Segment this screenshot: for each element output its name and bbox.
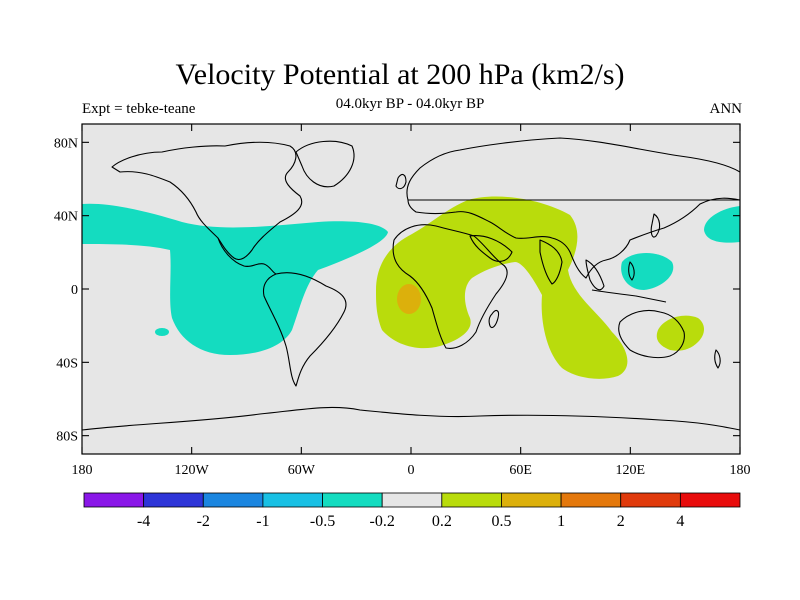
colorbar-label: -0.2 xyxy=(370,513,395,530)
x-tick-label: 60E xyxy=(509,463,532,478)
positive-region-africa-indian-ocean xyxy=(376,196,628,379)
positive-region-strong-congo xyxy=(397,284,421,314)
coastline-madagascar xyxy=(488,309,500,329)
coastline-uk xyxy=(395,173,407,190)
coastline-australia xyxy=(618,309,685,359)
negative-region-americas xyxy=(82,203,388,355)
colorbar-label: -2 xyxy=(197,513,210,530)
coastline-new-zealand xyxy=(714,349,721,369)
colorbar-swatch xyxy=(83,492,145,508)
axis-ticks: 80N 40N 0 40S 80S 180 120W 60W 0 60E 120E 180 xyxy=(54,124,751,478)
colorbar-swatch xyxy=(620,492,681,508)
colorbar-swatch xyxy=(322,492,383,508)
coastline-central-america xyxy=(217,237,277,275)
season-label: ANN xyxy=(709,101,743,117)
x-tick-label: 180 xyxy=(730,463,751,478)
colorbar-label: 0.2 xyxy=(432,513,452,530)
x-tick-label: 0 xyxy=(408,463,415,478)
colorbar-label: 4 xyxy=(676,513,684,530)
coastline-philippines xyxy=(628,261,635,281)
x-tick-label: 60W xyxy=(288,463,316,478)
coastline-greenland xyxy=(295,140,355,188)
y-tick-label: 80N xyxy=(54,136,78,151)
colorbar-swatch xyxy=(381,492,443,508)
y-tick-label: 80S xyxy=(56,430,78,445)
x-tick-label: 120W xyxy=(175,463,210,478)
coastline-southeast-asia xyxy=(585,259,605,291)
colorbar-label: 1 xyxy=(557,513,565,530)
coastline-africa xyxy=(392,224,508,349)
colorbar: -4 -2 -1 -0.5 -0.2 0.2 0.5 1 2 4 xyxy=(83,492,741,530)
colorbar-swatch xyxy=(560,492,622,508)
colorbar-swatch xyxy=(143,492,204,508)
negative-region-north-pacific xyxy=(704,206,740,243)
colorbar-swatch xyxy=(202,492,264,508)
x-tick-label: 180 xyxy=(72,463,93,478)
colorbar-label: -4 xyxy=(137,513,150,530)
colorbar-label: 2 xyxy=(617,513,625,530)
colorbar-label: -0.5 xyxy=(310,513,335,530)
coastline-india xyxy=(539,239,563,285)
colorbar-swatch xyxy=(679,492,741,508)
coastlines xyxy=(82,137,740,431)
chart-title: Velocity Potential at 200 hPa (km2/s) xyxy=(175,58,625,91)
coastline-arabia xyxy=(469,235,513,262)
y-tick-label: 0 xyxy=(71,283,78,298)
coastline-eurasia xyxy=(406,137,740,279)
coastline-indonesia xyxy=(591,289,667,303)
negative-region-philippines xyxy=(621,253,674,290)
period-label: 04.0kyr BP - 04.0kyr BP xyxy=(335,96,485,112)
colorbar-label: -1 xyxy=(256,513,269,530)
coastline-south-america xyxy=(262,272,347,387)
colorbar-swatch xyxy=(501,492,562,508)
y-tick-label: 40N xyxy=(54,210,78,225)
negative-region-small-south-pacific xyxy=(155,328,169,336)
experiment-label: Expt = tebke-teane xyxy=(82,101,196,117)
colorbar-swatch xyxy=(441,492,502,508)
colorbar-swatch xyxy=(262,492,323,508)
coastline-japan xyxy=(650,213,661,238)
colorbar-label: 0.5 xyxy=(491,513,511,530)
coastline-antarctica xyxy=(82,406,740,431)
x-tick-label: 120E xyxy=(616,463,646,478)
y-tick-label: 40S xyxy=(56,356,78,371)
positive-region-australia xyxy=(656,315,704,351)
coastline-north-america xyxy=(111,141,303,261)
